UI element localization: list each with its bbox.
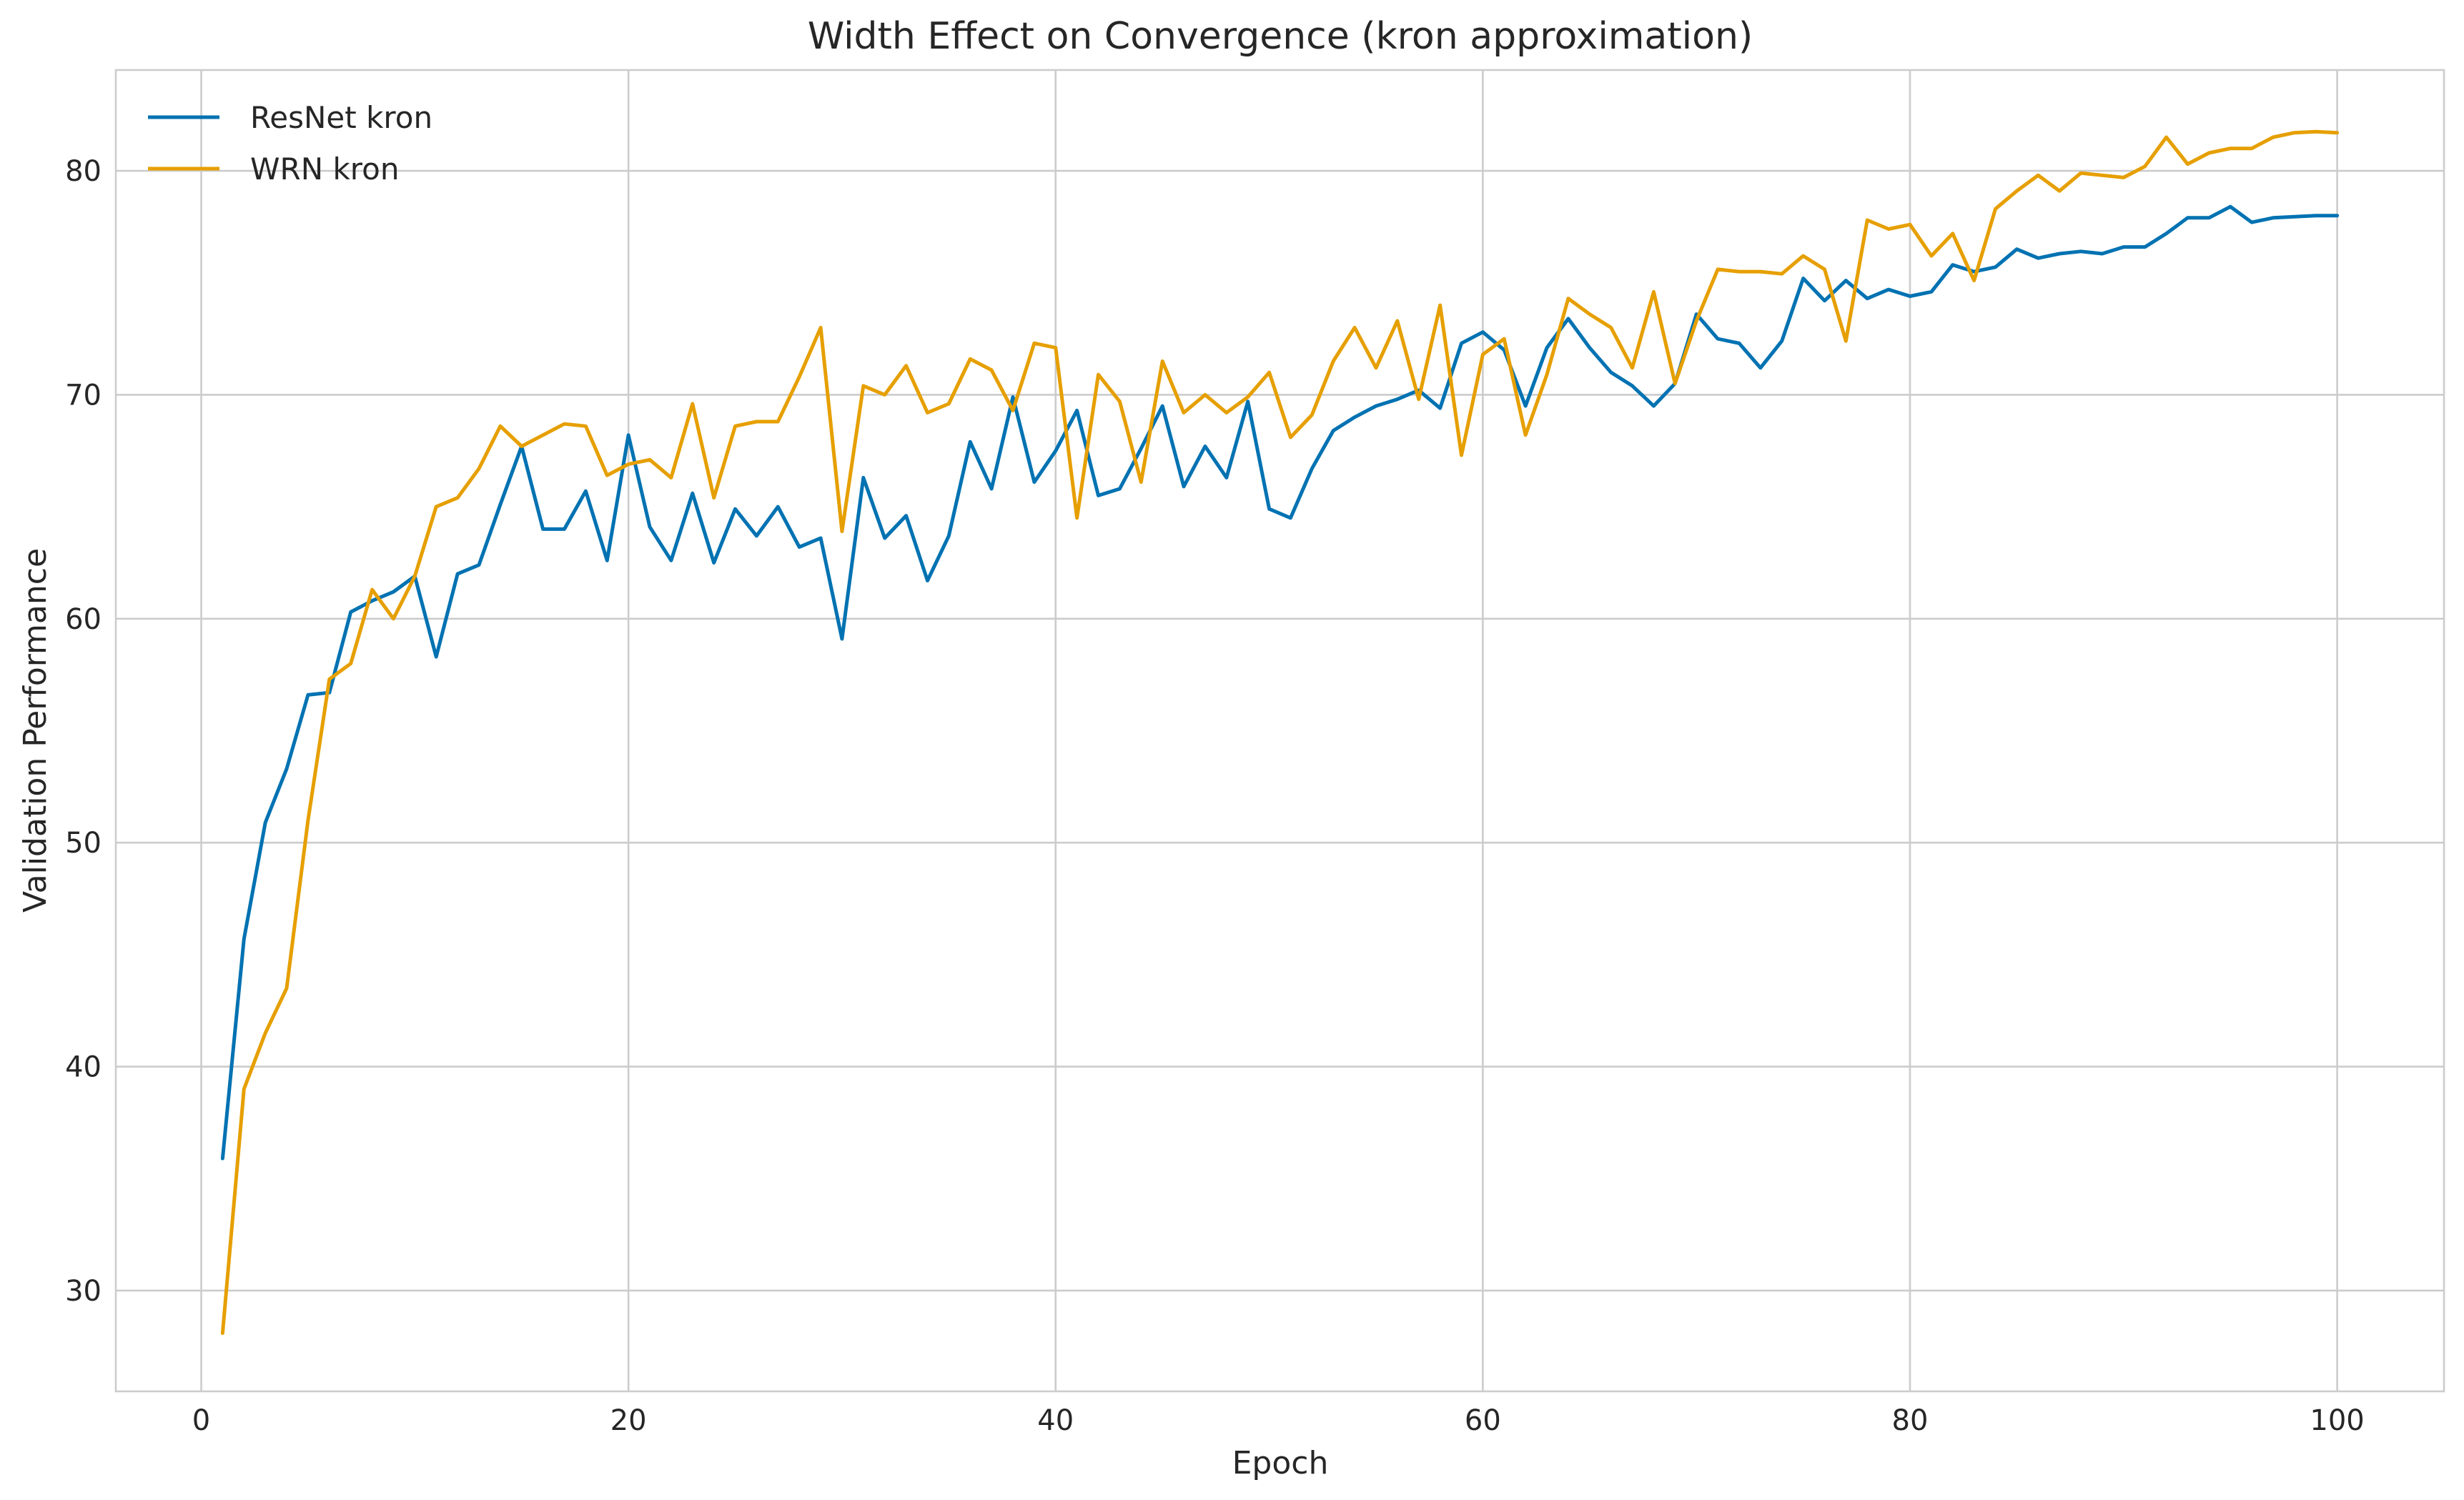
y-tick-label: 70: [65, 379, 102, 412]
x-tick-label: 0: [192, 1404, 210, 1437]
y-tick-labels: 30 40 50 60 70 80: [65, 155, 102, 1308]
x-tick-labels: 0 20 40 60 80 100: [192, 1404, 2365, 1437]
legend-label: ResNet kron: [250, 100, 432, 135]
x-tick-label: 100: [2310, 1404, 2364, 1437]
y-tick-label: 80: [65, 155, 102, 188]
y-tick-label: 40: [65, 1051, 102, 1084]
chart-title: Width Effect on Convergence (kron approx…: [808, 15, 1753, 58]
x-axis-label: Epoch: [1232, 1445, 1329, 1481]
y-tick-label: 50: [65, 827, 102, 860]
y-axis-label: Validation Performance: [17, 548, 54, 913]
x-tick-label: 40: [1037, 1404, 1074, 1437]
series-lines: [220, 129, 2340, 1335]
legend: ResNet kron WRN kron: [148, 100, 432, 187]
plot-frame: [114, 69, 2445, 1393]
legend-label: WRN kron: [250, 152, 399, 187]
series-line-resnet-kron: [220, 204, 2340, 1161]
x-tick-label: 60: [1465, 1404, 1501, 1437]
y-tick-label: 60: [65, 603, 102, 636]
series-line-wrn-kron: [220, 129, 2340, 1335]
x-tick-label: 20: [610, 1404, 647, 1437]
y-tick-label: 30: [65, 1275, 102, 1308]
grid: [116, 70, 2444, 1391]
x-tick-label: 80: [1892, 1404, 1929, 1437]
